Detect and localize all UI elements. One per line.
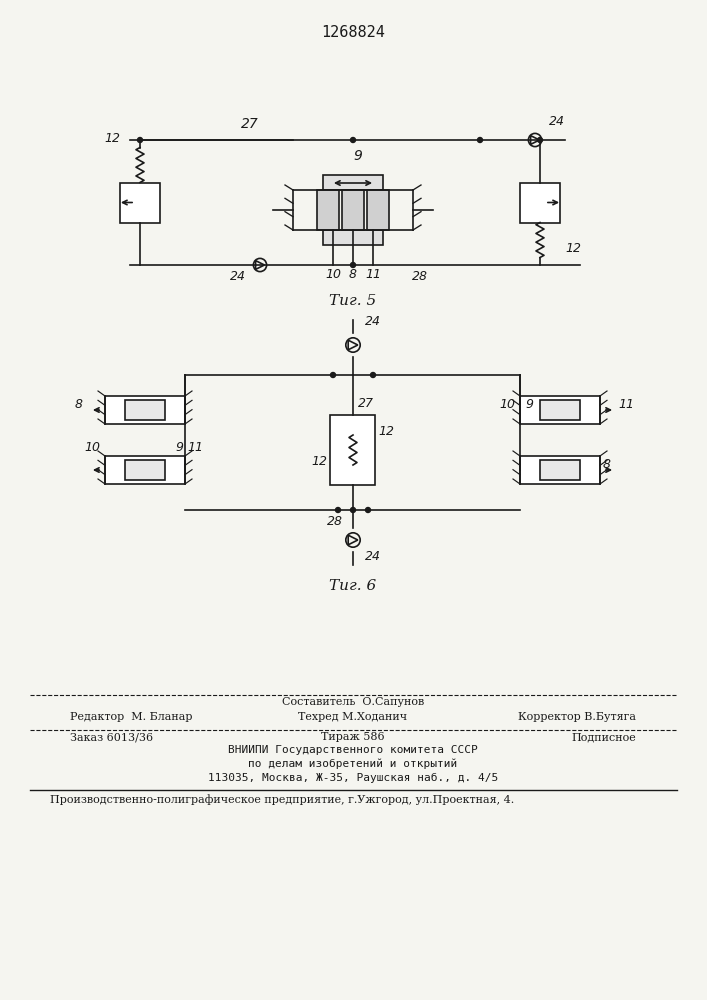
Text: 12: 12 <box>312 455 327 468</box>
Text: 9: 9 <box>354 149 363 163</box>
Circle shape <box>351 508 356 512</box>
Text: Производственно-полиграфическое предприятие, г.Ужгород, ул.Проектная, 4.: Производственно-полиграфическое предприя… <box>50 794 514 805</box>
Bar <box>317 190 339 230</box>
Text: Заказ 6013/36: Заказ 6013/36 <box>70 732 153 742</box>
Bar <box>323 230 383 245</box>
Bar <box>540 400 580 420</box>
Text: 12: 12 <box>104 132 120 145</box>
Bar <box>342 190 364 230</box>
Text: Τиг. 6: Τиг. 6 <box>329 579 377 593</box>
Text: Составитель  О.Сапунов: Составитель О.Сапунов <box>282 697 424 707</box>
Text: 113035, Москва, Ж-35, Раушская наб., д. 4/5: 113035, Москва, Ж-35, Раушская наб., д. … <box>208 773 498 783</box>
Bar <box>330 415 375 485</box>
Text: 11: 11 <box>365 268 381 281</box>
Text: 10: 10 <box>499 398 515 411</box>
Circle shape <box>330 372 336 377</box>
Text: 8: 8 <box>603 458 611 471</box>
Bar <box>367 190 389 230</box>
Text: 10: 10 <box>325 268 341 281</box>
Text: Τиг. 5: Τиг. 5 <box>329 294 377 308</box>
Circle shape <box>370 372 375 377</box>
Bar <box>125 460 165 480</box>
Text: 9: 9 <box>525 398 533 411</box>
Circle shape <box>366 508 370 512</box>
Bar <box>105 456 185 484</box>
Bar <box>520 456 600 484</box>
Text: 12: 12 <box>378 425 395 438</box>
Text: 11: 11 <box>618 398 634 411</box>
Text: 10: 10 <box>84 441 100 454</box>
Bar <box>520 396 600 424</box>
Bar <box>125 400 165 420</box>
Circle shape <box>137 137 143 142</box>
Text: 24: 24 <box>365 550 381 563</box>
Circle shape <box>477 137 482 142</box>
Text: Редактор  М. Бланар: Редактор М. Бланар <box>70 712 192 722</box>
Text: 27: 27 <box>241 117 259 131</box>
Bar <box>520 182 560 223</box>
Bar <box>105 396 185 424</box>
Text: Техред М.Ходанич: Техред М.Ходанич <box>298 712 407 722</box>
Text: ВНИИПИ Государственного комитета СССР: ВНИИПИ Государственного комитета СССР <box>228 745 478 755</box>
Text: 24: 24 <box>549 115 565 128</box>
Text: 27: 27 <box>358 397 374 410</box>
Text: 24: 24 <box>365 315 381 328</box>
Text: 1268824: 1268824 <box>321 25 385 40</box>
Text: Подписное: Подписное <box>571 732 636 742</box>
Circle shape <box>351 137 356 142</box>
Text: 28: 28 <box>327 515 343 528</box>
Text: 12: 12 <box>565 242 581 255</box>
Text: 9: 9 <box>175 441 183 454</box>
Text: Тираж 586: Тираж 586 <box>321 732 385 742</box>
Circle shape <box>336 508 341 512</box>
Circle shape <box>351 262 356 267</box>
Text: Корректор В.Бутяга: Корректор В.Бутяга <box>518 712 636 722</box>
Text: по делам изобретений и открытий: по делам изобретений и открытий <box>248 758 457 769</box>
Text: 11: 11 <box>187 441 203 454</box>
Text: 24: 24 <box>230 270 246 283</box>
Text: 8: 8 <box>349 268 357 281</box>
Text: 8: 8 <box>75 398 83 411</box>
Bar <box>323 175 383 190</box>
Bar <box>540 460 580 480</box>
Circle shape <box>537 137 542 142</box>
Text: 28: 28 <box>412 270 428 283</box>
Bar <box>120 182 160 223</box>
